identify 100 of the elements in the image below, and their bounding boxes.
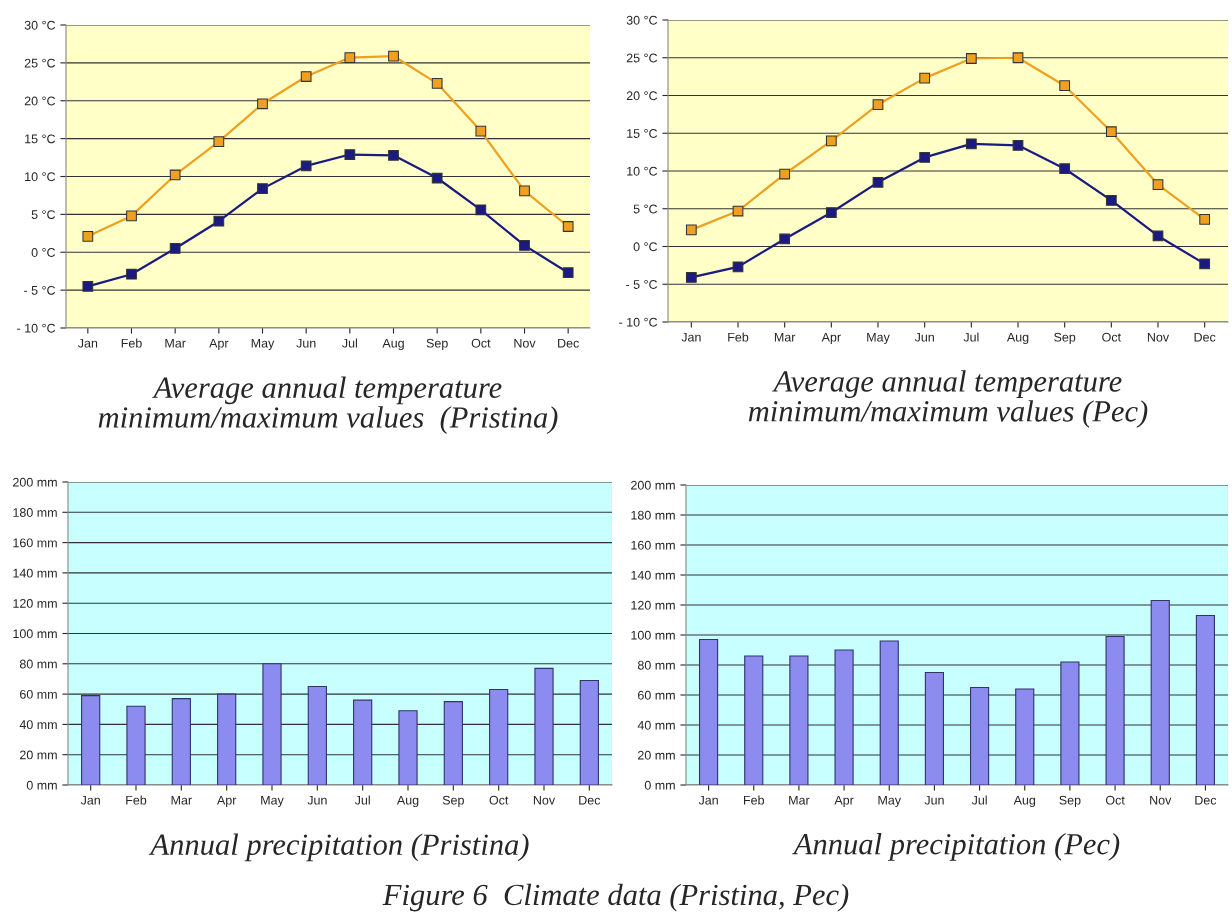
x-tick-label: Jan xyxy=(77,338,98,348)
x-tick-label: Mar xyxy=(789,795,810,805)
point xyxy=(300,71,312,82)
bar xyxy=(217,693,237,785)
y-tick-label: 20 °C xyxy=(626,91,658,101)
point xyxy=(872,176,884,188)
x-tick-label: Nov xyxy=(1150,795,1172,805)
y-tick-label: 40 mm xyxy=(637,720,675,730)
y-tick-label: - 5 °C xyxy=(24,285,56,295)
bar xyxy=(171,698,191,785)
point xyxy=(685,224,697,236)
y-tick-label: 0 mm xyxy=(644,780,675,790)
point xyxy=(965,138,977,150)
y-tick-label: 10 °C xyxy=(627,166,658,176)
x-tick-label: Jun xyxy=(296,338,316,348)
point xyxy=(344,149,356,160)
x-tick-label: Oct xyxy=(489,795,509,805)
y-tick-label: 25 °C xyxy=(626,53,658,63)
x-tick-label: Apr xyxy=(821,332,841,345)
x-tick-label: Sep xyxy=(1059,795,1081,808)
point xyxy=(1105,126,1117,138)
x-tick-label: Jan xyxy=(80,795,100,805)
bar xyxy=(744,655,764,785)
x-tick-label: Sep xyxy=(1054,332,1076,345)
y-tick-label: 200 mm xyxy=(631,480,675,490)
x-tick-label: Jul xyxy=(354,795,370,805)
bar xyxy=(443,701,463,785)
point xyxy=(1152,179,1164,190)
point xyxy=(344,52,356,63)
text: Average annual temperature minimum/maximum values (Pristina) xyxy=(98,376,558,435)
point xyxy=(1012,52,1024,64)
y-tick-label: - 5 °C xyxy=(626,280,658,289)
y-tick-label: 5 °C xyxy=(31,210,56,220)
bar xyxy=(534,667,554,785)
bar xyxy=(879,640,899,785)
bar xyxy=(1150,599,1170,785)
x-tick-label: Jun xyxy=(307,795,327,805)
point xyxy=(82,230,94,242)
x-tick-label: Jul xyxy=(342,338,357,348)
x-tick-label: Jan xyxy=(698,795,718,805)
point xyxy=(300,160,312,172)
point xyxy=(919,152,931,163)
text: Annual precipitation (Pec) xyxy=(792,833,1120,861)
x-tick-label: Oct xyxy=(1102,332,1121,342)
y-tick-label: 120 mm xyxy=(631,600,675,610)
y-tick-label: 100 mm xyxy=(13,629,57,639)
point xyxy=(1105,195,1117,206)
y-tick-label: 80 mm xyxy=(19,659,57,669)
x-tick-label: Dec xyxy=(1194,332,1216,342)
x-tick-label: Sep xyxy=(442,795,464,808)
point xyxy=(562,267,574,279)
x-tick-label: May xyxy=(261,795,284,808)
point xyxy=(388,50,399,62)
text: Annual precipitation (Pristina) xyxy=(148,833,529,862)
point xyxy=(431,77,443,89)
y-tick-label: 60 mm xyxy=(20,689,57,699)
x-tick-label: Nov xyxy=(1147,332,1170,342)
y-tick-label: 20 °C xyxy=(24,96,56,106)
bar xyxy=(579,679,599,785)
x-tick-label: Feb xyxy=(126,795,147,805)
bar xyxy=(1060,661,1080,785)
y-tick-label: 0 °C xyxy=(633,242,658,252)
point xyxy=(431,172,443,184)
point xyxy=(779,233,791,245)
y-tick-label: 10 °C xyxy=(25,172,56,182)
point xyxy=(1059,163,1071,175)
y-tick-label: 15 °C xyxy=(25,134,56,144)
x-tick-label: Dec xyxy=(1195,795,1217,805)
bar xyxy=(353,699,373,785)
x-tick-label: Sep xyxy=(426,338,448,351)
x-tick-label: Nov xyxy=(514,338,536,348)
x-tick-label: May xyxy=(251,338,275,351)
x-tick-label: Feb xyxy=(728,332,749,342)
x-tick-label: Jul xyxy=(963,332,979,342)
point xyxy=(1199,258,1211,270)
y-tick-label: 180 mm xyxy=(631,510,675,520)
y-tick-label: 0 mm xyxy=(26,780,57,790)
bar xyxy=(924,671,945,785)
x-tick-label: Jul xyxy=(971,795,987,805)
bar xyxy=(1105,635,1125,785)
point xyxy=(126,210,137,222)
bar xyxy=(307,685,327,785)
point xyxy=(213,136,225,148)
y-tick-label: - 10 °C xyxy=(619,317,658,327)
bar xyxy=(1195,614,1216,785)
x-tick-label: Feb xyxy=(744,795,764,805)
bar xyxy=(489,688,509,785)
point xyxy=(257,183,268,194)
y-tick-label: 160 mm xyxy=(13,538,57,548)
y-tick-label: 40 mm xyxy=(19,720,57,730)
bar xyxy=(834,649,854,785)
y-tick-label: 60 mm xyxy=(638,690,675,700)
x-tick-label: Dec xyxy=(579,795,601,805)
y-tick-label: 5 °C xyxy=(633,204,658,214)
point xyxy=(825,135,837,147)
point xyxy=(126,268,137,280)
x-tick-label: Aug xyxy=(396,795,419,808)
point xyxy=(872,99,884,110)
y-tick-label: 25 °C xyxy=(24,58,56,68)
x-tick-label: Feb xyxy=(121,338,142,348)
